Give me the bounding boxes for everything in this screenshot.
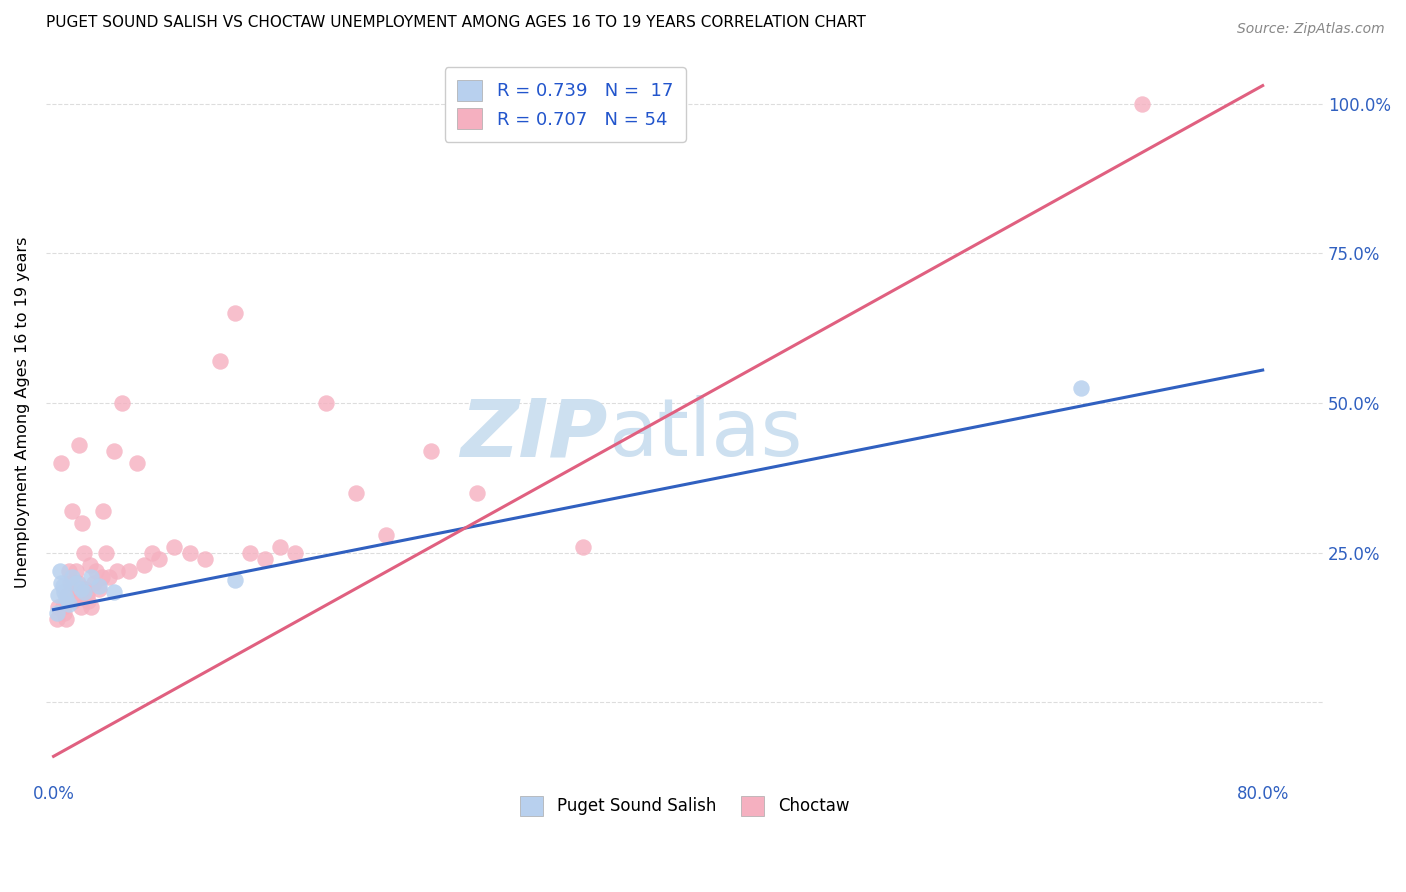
- Point: [254, 551, 277, 566]
- Point: [53, 584, 76, 599]
- Point: [103, 444, 125, 458]
- Point: [1130, 96, 1153, 111]
- Point: [84, 564, 107, 578]
- Point: [56, 588, 79, 602]
- Point: [63, 588, 86, 602]
- Point: [420, 444, 443, 458]
- Point: [58, 564, 80, 578]
- Point: [69, 582, 91, 596]
- Legend: Puget Sound Salish, Choctaw: Puget Sound Salish, Choctaw: [509, 785, 860, 827]
- Point: [46, 588, 69, 602]
- Point: [49, 575, 72, 590]
- Point: [105, 564, 128, 578]
- Point: [284, 546, 307, 560]
- Point: [134, 558, 156, 572]
- Text: ZIP: ZIP: [461, 395, 607, 473]
- Point: [52, 579, 75, 593]
- Point: [45, 606, 67, 620]
- Point: [90, 570, 112, 584]
- Point: [87, 579, 110, 593]
- Point: [65, 575, 87, 590]
- Point: [62, 593, 84, 607]
- Point: [55, 611, 77, 625]
- Point: [224, 573, 246, 587]
- Point: [141, 546, 163, 560]
- Point: [148, 551, 170, 566]
- Point: [59, 575, 82, 590]
- Point: [80, 599, 103, 614]
- Point: [73, 546, 96, 560]
- Point: [98, 570, 121, 584]
- Point: [76, 588, 98, 602]
- Point: [49, 456, 72, 470]
- Y-axis label: Unemployment Among Ages 16 to 19 years: Unemployment Among Ages 16 to 19 years: [15, 236, 30, 588]
- Point: [48, 564, 70, 578]
- Point: [66, 575, 89, 590]
- Point: [67, 438, 90, 452]
- Text: atlas: atlas: [607, 395, 803, 473]
- Point: [73, 584, 96, 599]
- Point: [58, 597, 80, 611]
- Point: [315, 396, 337, 410]
- Point: [75, 582, 97, 596]
- Point: [179, 546, 201, 560]
- Point: [83, 575, 105, 590]
- Point: [208, 354, 231, 368]
- Point: [65, 564, 87, 578]
- Point: [45, 611, 67, 625]
- Point: [87, 582, 110, 596]
- Point: [103, 584, 125, 599]
- Point: [96, 546, 118, 560]
- Point: [118, 564, 141, 578]
- Point: [52, 599, 75, 614]
- Point: [1070, 381, 1092, 395]
- Point: [344, 486, 367, 500]
- Text: PUGET SOUND SALISH VS CHOCTAW UNEMPLOYMENT AMONG AGES 16 TO 19 YEARS CORRELATION: PUGET SOUND SALISH VS CHOCTAW UNEMPLOYME…: [46, 15, 866, 30]
- Point: [93, 504, 115, 518]
- Point: [70, 516, 93, 530]
- Point: [69, 599, 91, 614]
- Point: [60, 570, 83, 584]
- Point: [163, 540, 186, 554]
- Point: [269, 540, 291, 554]
- Point: [375, 528, 398, 542]
- Point: [79, 558, 101, 572]
- Point: [77, 593, 100, 607]
- Point: [60, 504, 83, 518]
- Point: [46, 599, 69, 614]
- Point: [110, 396, 132, 410]
- Point: [55, 591, 77, 605]
- Point: [125, 456, 148, 470]
- Point: [239, 546, 262, 560]
- Point: [194, 551, 217, 566]
- Point: [571, 540, 593, 554]
- Point: [465, 486, 488, 500]
- Point: [53, 606, 76, 620]
- Point: [224, 306, 246, 320]
- Point: [80, 570, 103, 584]
- Text: Source: ZipAtlas.com: Source: ZipAtlas.com: [1237, 22, 1385, 37]
